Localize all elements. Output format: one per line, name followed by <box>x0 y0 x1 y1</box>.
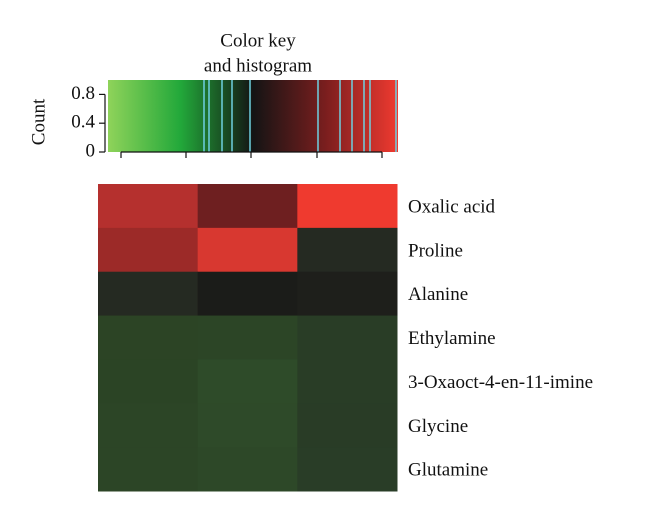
row-label: 3-Oxaoct-4-en-11-imine <box>408 372 593 393</box>
y-tick-label: 0.4 <box>71 112 95 133</box>
row-label: Proline <box>408 240 463 261</box>
heatmap-cell <box>297 227 398 273</box>
heatmap-cell <box>197 447 298 492</box>
heatmap-cell <box>297 271 398 317</box>
heatmap-cell <box>197 315 298 360</box>
heatmap-cell <box>98 315 199 360</box>
color-key <box>108 80 398 152</box>
heatmap-cell <box>98 184 199 229</box>
row-label: Alanine <box>408 284 468 305</box>
heatmap-cell <box>297 184 398 229</box>
heatmap-cell <box>98 227 199 273</box>
row-label: Oxalic acid <box>408 196 496 217</box>
heatmap-cell <box>197 184 298 229</box>
heatmap-cell <box>98 447 199 492</box>
row-label: Glutamine <box>408 460 488 481</box>
heatmap-cell <box>297 359 398 404</box>
histogram <box>203 80 397 152</box>
heatmap-cell <box>197 359 298 404</box>
heatmap-cell <box>297 315 398 360</box>
y-tick-label: 0 <box>86 140 96 161</box>
x-axis <box>120 151 383 158</box>
heatmap-cell <box>98 403 199 448</box>
y-tick-label: 0.8 <box>71 83 95 104</box>
heatmap-cell <box>297 403 398 448</box>
heatmap-cell <box>197 403 298 448</box>
chart-title: and histogram <box>204 55 312 76</box>
heatmap-cell <box>297 447 398 492</box>
heatmap-cell <box>98 359 199 404</box>
heatmap-cell <box>197 227 298 273</box>
heatmap-cell <box>98 271 199 317</box>
row-label: Ethylamine <box>408 328 496 349</box>
row-label: Glycine <box>408 416 468 437</box>
heatmap-cell <box>197 271 298 317</box>
chart-title: Color key <box>220 30 296 51</box>
y-axis-label: Count <box>28 98 49 145</box>
